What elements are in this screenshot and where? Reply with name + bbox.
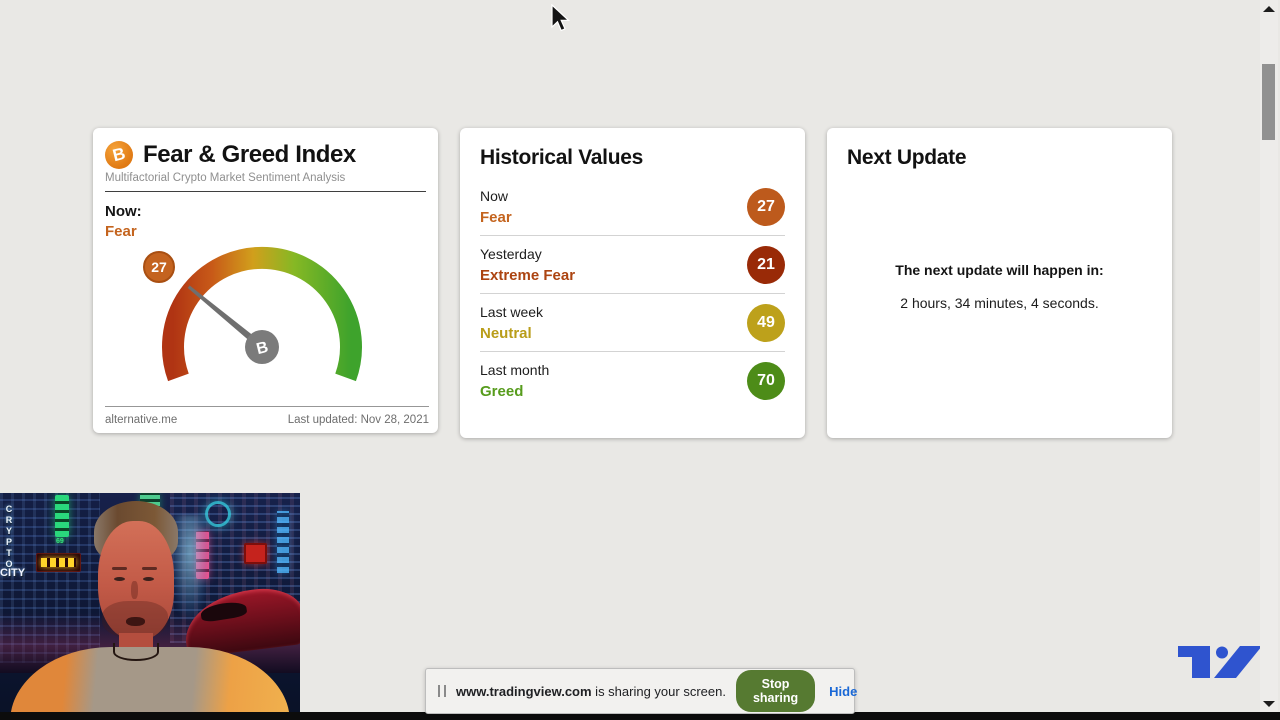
person-eye <box>114 577 125 581</box>
next-update-card: Next Update The next update will happen … <box>827 128 1172 438</box>
person-necklace <box>113 643 159 661</box>
person-eyebrow <box>142 567 157 570</box>
bitcoin-icon: B <box>105 141 133 169</box>
neon-text-city: CITY <box>0 567 26 579</box>
history-value-badge: 27 <box>747 187 785 226</box>
tradingview-logo[interactable] <box>1178 646 1262 682</box>
fear-greed-gauge: B 27 <box>93 227 438 422</box>
tradingview-logo-t <box>1178 646 1210 678</box>
hide-button[interactable]: Hide <box>829 683 858 699</box>
stop-sharing-button[interactable]: Stop sharing <box>735 670 816 712</box>
next-update-body: The next update will happen in: 2 hours,… <box>847 262 1152 311</box>
history-period-label: Now <box>480 187 509 204</box>
history-row-last-week: Last week Neutral 49 <box>480 294 785 352</box>
fear-greed-title: Fear & Greed Index <box>143 141 356 168</box>
historical-values-card: Historical Values Now Fear 27 Yesterday … <box>460 128 805 438</box>
gauge-hub <box>245 330 279 364</box>
historical-values-title: Historical Values <box>480 146 643 169</box>
screen-share-bar: www.tradingview.com is sharing your scre… <box>425 668 858 714</box>
history-sentiment: Fear <box>480 208 512 226</box>
gauge-value-badge: 27 <box>143 251 175 283</box>
fear-greed-subtitle: Multifactorial Crypto Market Sentiment A… <box>105 172 346 184</box>
history-period-label: Last week <box>480 303 544 320</box>
next-update-heading: The next update will happen in: <box>895 262 1104 278</box>
history-value-badge: 21 <box>747 245 785 284</box>
next-update-countdown: 2 hours, 34 minutes, 4 seconds. <box>900 295 1099 311</box>
fear-greed-footer: alternative.me Last updated: Nov 28, 202… <box>105 406 429 426</box>
now-sentiment: Fear <box>105 223 137 240</box>
historical-values-list: Now Fear 27 Yesterday Extreme Fear 21 La… <box>480 178 785 410</box>
history-row-yesterday: Yesterday Extreme Fear 21 <box>480 236 785 294</box>
share-message-rest: is sharing your screen. <box>591 683 726 699</box>
alternative-me-link[interactable]: alternative.me <box>105 414 178 426</box>
cursor-arrow <box>551 4 571 32</box>
gauge-arc: B <box>162 246 362 382</box>
tradingview-logo-v <box>1214 646 1262 678</box>
webcam-overlay: 69 CRYPTO CITY <box>0 493 300 720</box>
history-row-text: Yesterday Extreme Fear <box>480 246 575 284</box>
header-divider <box>105 191 426 192</box>
history-row-text: Now Fear <box>480 188 512 226</box>
neon-sign-number: 69 <box>56 538 64 545</box>
person-eyebrow <box>112 567 127 570</box>
person-shirt <box>10 647 290 720</box>
person-mouth <box>126 617 145 626</box>
scrollbar[interactable] <box>1260 0 1278 712</box>
history-row-last-month: Last month Greed 70 <box>480 352 785 410</box>
fear-greed-card: B Fear & Greed Index Multifactorial Cryp… <box>93 128 438 433</box>
history-sentiment: Neutral <box>480 324 532 342</box>
history-row-text: Last month Greed <box>480 362 549 400</box>
neon-sign-red <box>244 543 267 564</box>
neon-text-crypto: CRYPTO <box>4 504 14 570</box>
person-nose <box>131 581 138 599</box>
gauge-needle <box>187 285 265 350</box>
person-eye <box>143 577 154 581</box>
history-value-badge: 49 <box>747 303 785 342</box>
last-updated-label: Last updated: Nov 28, 2021 <box>287 414 429 426</box>
scroll-down-arrow-icon[interactable] <box>1263 701 1275 707</box>
tradingview-logo-dot <box>1216 646 1228 659</box>
history-sentiment: Extreme Fear <box>480 266 576 284</box>
fear-greed-header: B Fear & Greed Index <box>105 141 426 169</box>
gauge-hub-bitcoin-glyph: B <box>255 339 270 358</box>
share-message: www.tradingview.com is sharing your scre… <box>456 684 726 699</box>
history-row-now: Now Fear 27 <box>480 178 785 236</box>
neon-sign-green <box>55 495 69 537</box>
history-sentiment: Greed <box>480 383 524 400</box>
scrollbar-thumb[interactable] <box>1262 64 1275 140</box>
history-period-label: Last month <box>480 362 550 378</box>
gauge-ring <box>162 246 362 382</box>
mouse-cursor <box>551 4 571 32</box>
neon-sign-led <box>36 553 81 572</box>
scroll-up-arrow-icon[interactable] <box>1263 6 1275 12</box>
share-domain: www.tradingview.com <box>456 683 592 699</box>
neon-ring <box>205 501 231 527</box>
bitcoin-glyph: B <box>110 143 128 166</box>
now-label: Now: <box>105 203 142 220</box>
history-period-label: Yesterday <box>480 245 542 262</box>
history-row-text: Last week Neutral <box>480 304 543 342</box>
history-value-badge: 70 <box>747 362 785 400</box>
screen-bottom-strip <box>0 712 1280 720</box>
drag-handle-icon[interactable] <box>438 685 446 697</box>
neon-sign-blue <box>277 511 289 573</box>
next-update-title: Next Update <box>847 146 967 169</box>
